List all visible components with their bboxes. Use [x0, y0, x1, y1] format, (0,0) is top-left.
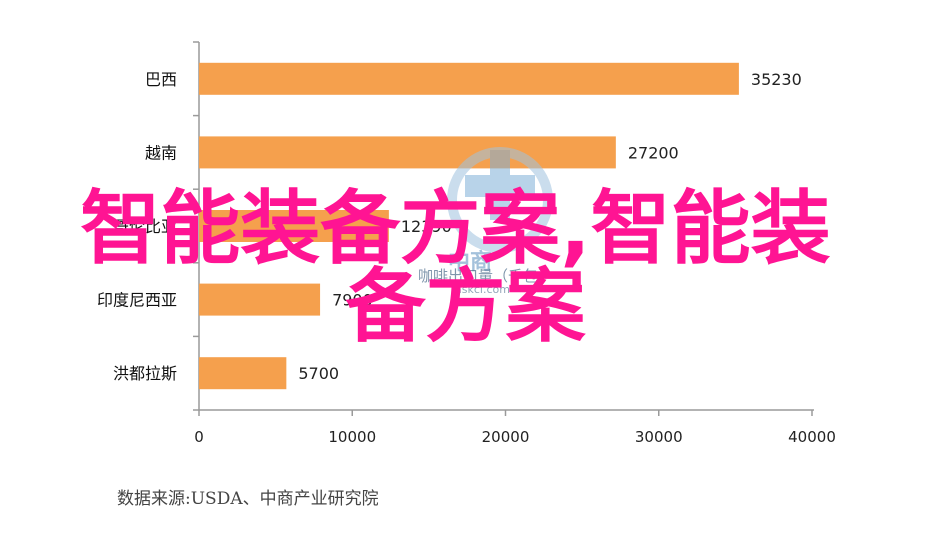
overlay-title: 智能装备方案,智能装 备方案 [0, 185, 931, 351]
watermark-url: askci.com [455, 283, 510, 296]
watermark-logo: 中商 [430, 145, 570, 295]
x-tick-label: 30000 [635, 428, 683, 446]
value-label: 27200 [628, 143, 679, 162]
x-tick-label: 20000 [482, 428, 530, 446]
bar [199, 136, 616, 169]
bar [199, 283, 321, 316]
x-tick-label: 10000 [328, 428, 376, 446]
category-label: 越南 [145, 143, 177, 162]
watermark-text: 咖啡出口量（千包） [418, 267, 554, 285]
svg-text:中商: 中商 [448, 249, 492, 275]
bars [199, 62, 739, 390]
logo-icon: 中商 [447, 147, 553, 275]
value-label: 7900 [332, 291, 373, 310]
category-label: 洪都拉斯 [113, 364, 177, 383]
category-label: 哥伦比亚 [113, 217, 177, 236]
labels: 0 10000 20000 30000 40000 巴西 35230 越南 27200 哥伦比亚 1… [97, 70, 836, 446]
value-label: 35230 [751, 70, 802, 89]
value-label: 5700 [298, 364, 339, 383]
bar [199, 210, 389, 242]
category-label: 印度尼西亚 [97, 291, 177, 310]
x-tick-label: 40000 [788, 428, 836, 446]
x-tick-label: 0 [194, 428, 204, 446]
bar [199, 357, 287, 390]
source-note: 数据来源:USDA、中商产业研究院 [117, 489, 379, 509]
category-label: 巴西 [145, 70, 177, 89]
overlay-line-2: 备方案 [345, 260, 586, 353]
overlay-line-1: 智能装备方案,智能装 [80, 182, 831, 275]
value-label: 12390 [401, 217, 452, 236]
bar [199, 62, 739, 95]
